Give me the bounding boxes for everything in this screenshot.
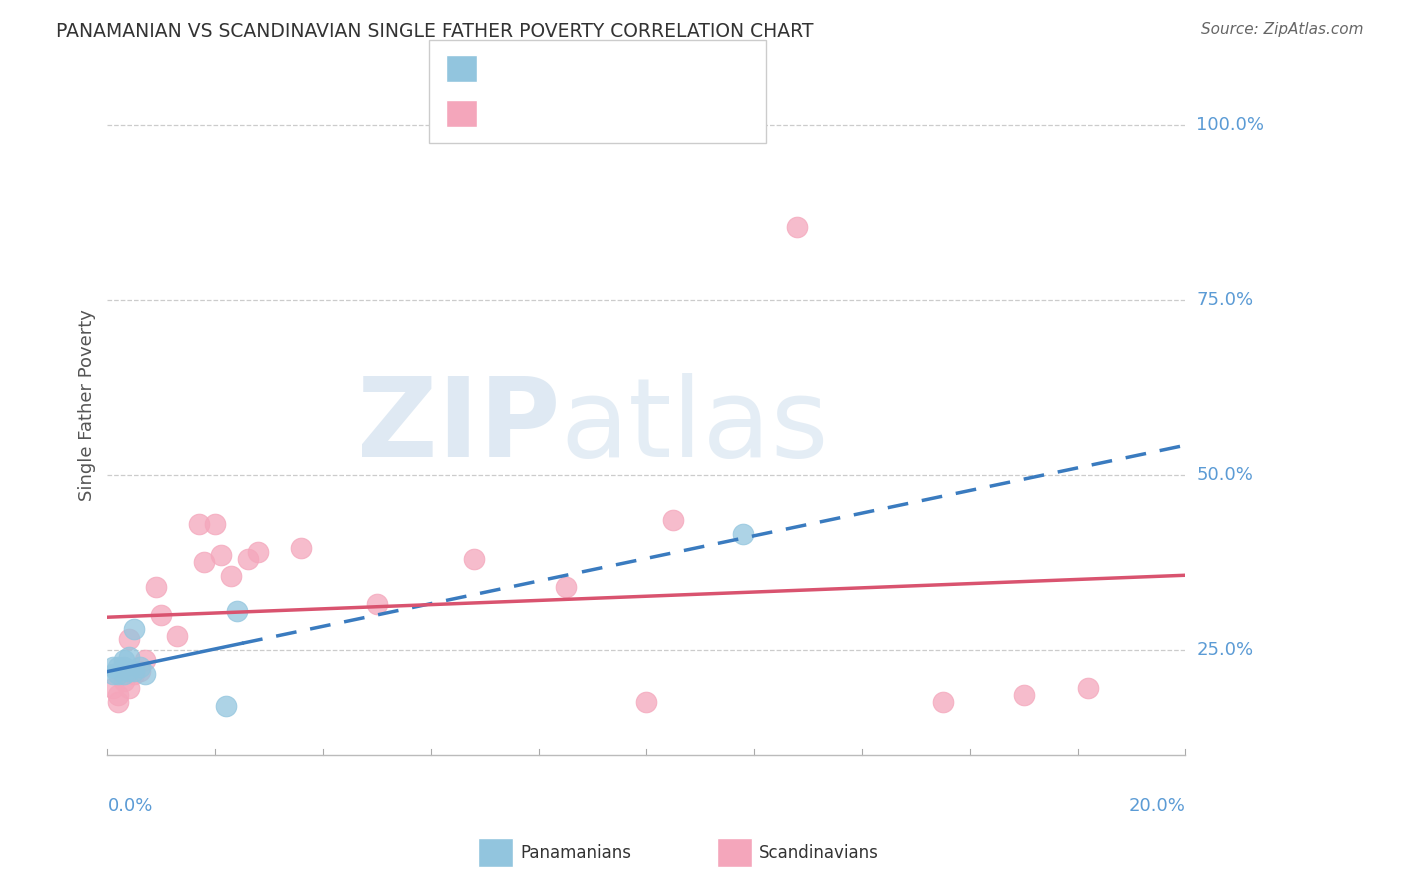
Point (932, 695, 955, 709)
Text: N = 29: N = 29 (607, 104, 675, 122)
Text: 0.0%: 0.0% (107, 797, 153, 814)
Point (247, 545, 270, 559)
Point (166, 629, 188, 643)
Point (1012, 689, 1035, 703)
Point (107, 695, 129, 709)
Point (733, 527, 755, 541)
Point (128, 664, 150, 678)
Text: 50.0%: 50.0% (1197, 466, 1253, 484)
Point (118, 681, 141, 696)
Point (150, 607, 173, 622)
Point (193, 556, 215, 570)
Point (128, 660, 150, 674)
Text: atlas: atlas (560, 373, 828, 480)
Point (124, 664, 146, 678)
Point (188, 516, 211, 531)
Point (101, 667, 124, 681)
Point (118, 664, 141, 678)
Point (134, 667, 156, 681)
Point (124, 667, 146, 681)
Text: PANAMANIAN VS SCANDINAVIAN SINGLE FATHER POVERTY CORRELATION CHART: PANAMANIAN VS SCANDINAVIAN SINGLE FATHER… (56, 22, 814, 41)
Point (112, 660, 135, 674)
Point (107, 660, 129, 674)
Point (112, 667, 135, 681)
Point (145, 580, 167, 594)
Text: 75.0%: 75.0% (1197, 291, 1254, 309)
Point (101, 681, 124, 696)
Point (225, 604, 247, 618)
Point (366, 598, 388, 612)
Point (209, 549, 232, 563)
Text: ZIP: ZIP (357, 373, 560, 480)
Point (112, 674, 135, 689)
Point (134, 653, 156, 667)
Text: R = 0.510: R = 0.510 (488, 104, 578, 122)
Point (124, 622, 146, 636)
Text: 100.0%: 100.0% (1197, 116, 1264, 134)
Point (215, 698, 238, 713)
Point (221, 569, 243, 583)
Point (786, 219, 808, 234)
Point (236, 552, 259, 566)
Text: Panamanians: Panamanians (520, 844, 631, 862)
Text: R = 0.293: R = 0.293 (488, 60, 578, 78)
Text: Scandinavians: Scandinavians (759, 844, 879, 862)
Point (463, 552, 485, 566)
Point (1077, 681, 1099, 696)
Point (118, 649, 141, 664)
Text: Source: ZipAtlas.com: Source: ZipAtlas.com (1201, 22, 1364, 37)
Text: N = 16: N = 16 (607, 60, 675, 78)
Point (290, 541, 312, 556)
Point (662, 513, 685, 527)
Point (118, 632, 141, 647)
Text: 20.0%: 20.0% (1129, 797, 1185, 814)
Point (101, 660, 124, 674)
Point (112, 653, 135, 667)
Point (107, 689, 129, 703)
Y-axis label: Single Father Poverty: Single Father Poverty (79, 310, 96, 501)
Point (107, 667, 129, 681)
Point (204, 516, 226, 531)
Point (554, 580, 576, 594)
Point (636, 695, 658, 709)
Text: 25.0%: 25.0% (1197, 641, 1254, 659)
